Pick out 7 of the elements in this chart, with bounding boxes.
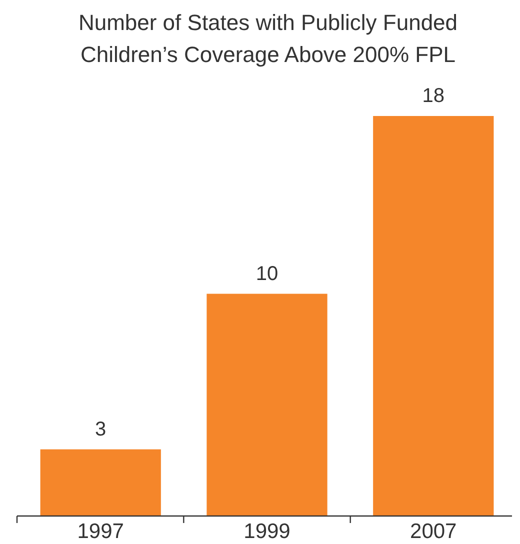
data-label: 10 [256, 262, 278, 285]
data-label: 3 [95, 418, 106, 440]
x-tick-label: 1999 [244, 520, 290, 543]
x-tick-label: 2007 [410, 520, 457, 543]
x-tick-label: 1997 [77, 520, 124, 543]
data-label: 18 [422, 85, 445, 107]
chart-title: Number of States with Publicly Funded Children’s Coverage Above 200% FPL [78, 10, 458, 67]
